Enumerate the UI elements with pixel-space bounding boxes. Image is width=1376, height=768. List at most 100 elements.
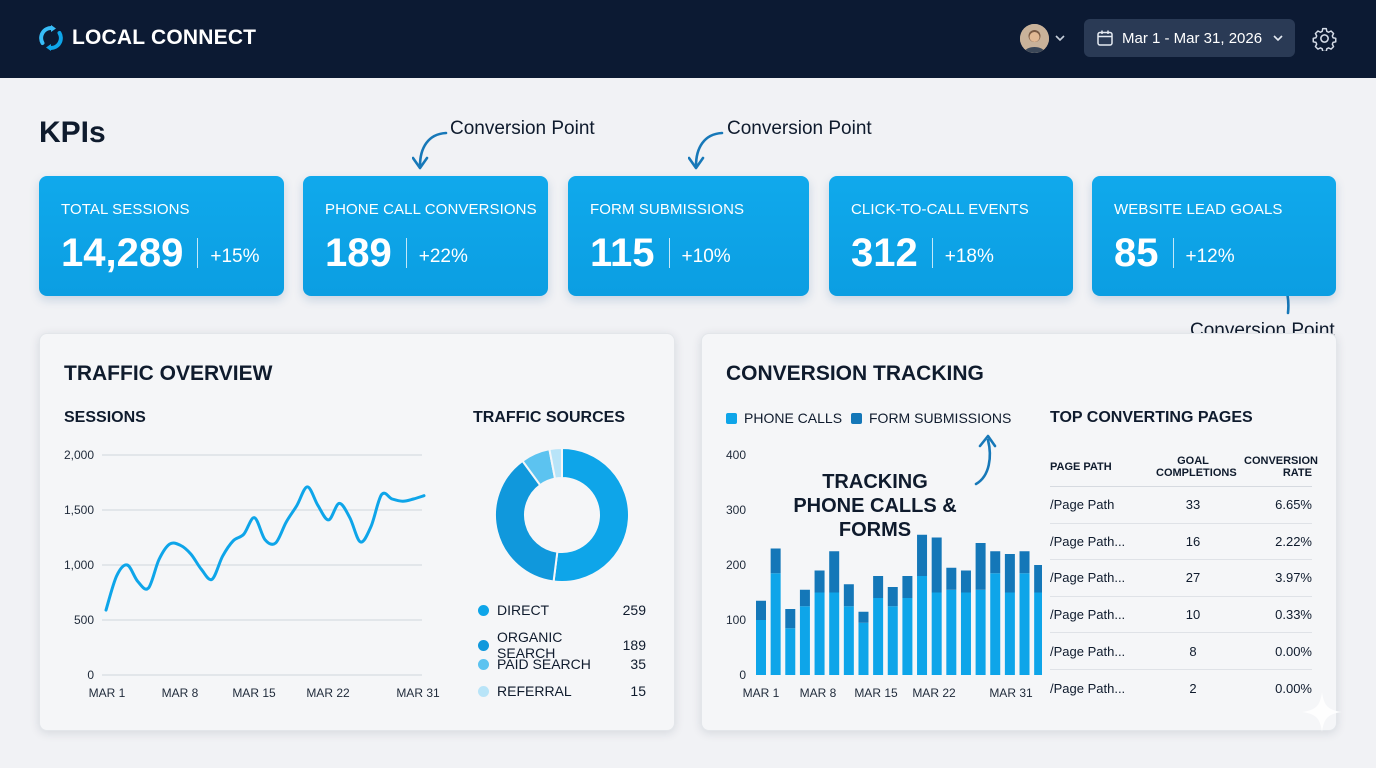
phone-calls-bar bbox=[1034, 592, 1042, 675]
kpi-value: 115 bbox=[590, 230, 655, 275]
form-submissions-bar bbox=[814, 570, 825, 593]
legend-dot bbox=[478, 604, 489, 616]
kpi-label: PHONE CALL CONVERSIONS bbox=[325, 201, 537, 218]
form-submissions-bar bbox=[975, 543, 986, 590]
form-submissions-bar bbox=[990, 551, 1001, 574]
calendar-icon bbox=[1097, 30, 1113, 46]
phone-calls-bar bbox=[814, 592, 825, 675]
top-bar: LOCAL CONNECT Mar 1 - Mar 31, 2026 bbox=[0, 0, 1376, 78]
phone-calls-bar bbox=[829, 592, 840, 675]
form-submissions-bar bbox=[858, 611, 869, 623]
phone-calls-bar bbox=[843, 606, 854, 675]
sessions-line-chart: 0 500 1,000 1,500 2,000 MAR 1 MAR 8 MAR 15 MAR 2… bbox=[64, 448, 440, 700]
x-tick-label: MAR 31 bbox=[989, 686, 1033, 700]
legend-label: PAID SEARCH bbox=[497, 656, 591, 672]
form-submissions-bar bbox=[887, 587, 898, 607]
kpi-card-website-lead-goals[interactable]: WEBSITE LEAD GOALS 85 +12% bbox=[1092, 176, 1336, 296]
traffic-overview-title: TRAFFIC OVERVIEW bbox=[64, 362, 273, 385]
y-tick-label: 0 bbox=[739, 668, 746, 682]
conversion-tracking-title: CONVERSION TRACKING bbox=[726, 362, 984, 385]
x-tick-label: MAR 8 bbox=[800, 686, 837, 700]
y-tick-label: 0 bbox=[87, 668, 94, 682]
traffic-sources-title: TRAFFIC SOURCES bbox=[473, 409, 625, 426]
table-row[interactable]: /Page Path... 2 0.00% bbox=[1050, 670, 1312, 707]
header-page-path: PAGE PATH bbox=[1050, 460, 1112, 473]
form-submissions-bar bbox=[946, 567, 957, 590]
top-pages-table: PAGE PATH GOAL COMPLETIONS CONVERSION RA… bbox=[1050, 447, 1318, 707]
y-tick-label: 1,000 bbox=[64, 558, 94, 572]
brand[interactable]: LOCAL CONNECT bbox=[38, 25, 256, 51]
header-goal-completions: GOAL COMPLETIONS bbox=[1156, 454, 1237, 479]
form-submissions-bar bbox=[960, 570, 971, 593]
gear-icon[interactable] bbox=[1312, 26, 1337, 51]
kpi-label: CLICK-TO-CALL EVENTS bbox=[851, 201, 1029, 218]
legend-dot bbox=[478, 658, 489, 670]
kpi-value: 312 bbox=[851, 230, 918, 275]
form-submissions-bar bbox=[931, 537, 942, 593]
conversion-rate-cell: 0.00% bbox=[1275, 643, 1312, 659]
x-tick-label: MAR 15 bbox=[232, 686, 276, 700]
kpi-delta: +12% bbox=[1185, 246, 1235, 267]
chart-callout: TRACKING PHONE CALLS & FORMS bbox=[793, 471, 957, 541]
kpi-card-total-sessions[interactable]: TOTAL SESSIONS 14,289 +15% bbox=[39, 176, 284, 296]
table-row[interactable]: /Page Path... 10 0.33% bbox=[1050, 597, 1312, 634]
legend-item: PAID SEARCH 35 bbox=[478, 656, 646, 672]
avatar[interactable] bbox=[1020, 24, 1049, 53]
goal-completions-cell: 27 bbox=[1185, 570, 1201, 586]
table-row[interactable]: /Page Path... 27 3.97% bbox=[1050, 560, 1312, 597]
traffic-sources-donut bbox=[494, 446, 630, 583]
form-submissions-bar bbox=[902, 576, 913, 598]
legend-form-submissions: FORM SUBMISSIONS bbox=[851, 410, 1011, 426]
kpi-delta: +10% bbox=[681, 246, 731, 267]
form-submissions-bar bbox=[1034, 565, 1042, 593]
legend-label: DIRECT bbox=[497, 602, 550, 618]
conversion-rate-cell: 3.97% bbox=[1275, 570, 1312, 586]
date-range-picker[interactable]: Mar 1 - Mar 31, 2026 bbox=[1084, 19, 1295, 57]
phone-calls-bar bbox=[858, 622, 869, 675]
x-tick-label: MAR 22 bbox=[306, 686, 350, 700]
phone-calls-bar bbox=[785, 628, 796, 675]
sessions-title: SESSIONS bbox=[64, 409, 146, 426]
annotation-arrow-icon bbox=[688, 131, 724, 170]
sessions-line bbox=[104, 485, 426, 612]
form-submissions-bar bbox=[917, 534, 928, 576]
callout-arrow-icon bbox=[974, 434, 997, 486]
legend-value: 35 bbox=[630, 656, 646, 672]
form-submissions-bar bbox=[843, 584, 854, 607]
page-path-cell: /Page Path... bbox=[1050, 533, 1126, 549]
x-tick-label: MAR 1 bbox=[89, 686, 126, 700]
kpi-divider bbox=[668, 238, 670, 268]
brand-name: LOCAL CONNECT bbox=[72, 26, 257, 49]
phone-calls-bar bbox=[917, 576, 928, 675]
kpi-card-click-to-call-events[interactable]: CLICK-TO-CALL EVENTS 312 +18% bbox=[829, 176, 1073, 296]
form-submissions-bar bbox=[785, 609, 796, 629]
kpi-divider bbox=[931, 238, 933, 268]
kpi-card-form-submissions[interactable]: FORM SUBMISSIONS 115 +10% bbox=[568, 176, 809, 296]
legend-label: FORM SUBMISSIONS bbox=[869, 410, 1012, 426]
form-submissions-bar bbox=[1019, 551, 1030, 574]
legend-label: PHONE CALLS bbox=[744, 410, 843, 426]
table-row[interactable]: /Page Path... 16 2.22% bbox=[1050, 524, 1312, 561]
legend-dot bbox=[478, 639, 489, 651]
phone-calls-bar bbox=[1019, 573, 1030, 675]
table-row[interactable]: /Page Path 33 6.65% bbox=[1050, 487, 1312, 524]
conversion-bar-chart: 0 100 200 300 400 MAR 1 MAR 8 MAR 15 MAR 22 MAR 3… bbox=[726, 448, 1042, 700]
phone-calls-bar bbox=[887, 606, 898, 675]
legend-phone-calls: PHONE CALLS bbox=[726, 410, 842, 426]
kpi-value: 14,289 bbox=[61, 230, 184, 275]
form-submissions-bar bbox=[799, 589, 810, 607]
kpi-value: 189 bbox=[325, 230, 392, 275]
kpi-card-phone-call-conversions[interactable]: PHONE CALL CONVERSIONS 189 +22% bbox=[303, 176, 548, 296]
phone-calls-bar bbox=[946, 589, 957, 675]
kpi-value: 85 bbox=[1114, 230, 1159, 275]
goal-completions-cell: 8 bbox=[1189, 643, 1197, 659]
legend-value: 189 bbox=[622, 637, 646, 653]
donut-slice bbox=[494, 459, 559, 583]
kpis-heading: KPIs bbox=[39, 116, 106, 149]
table-row[interactable]: /Page Path... 8 0.00% bbox=[1050, 633, 1312, 670]
chevron-down-icon[interactable] bbox=[1054, 32, 1066, 44]
kpi-delta: +15% bbox=[210, 246, 260, 267]
page-path-cell: /Page Path... bbox=[1050, 680, 1126, 696]
kpi-label: FORM SUBMISSIONS bbox=[590, 201, 745, 218]
donut-slice bbox=[552, 446, 630, 583]
